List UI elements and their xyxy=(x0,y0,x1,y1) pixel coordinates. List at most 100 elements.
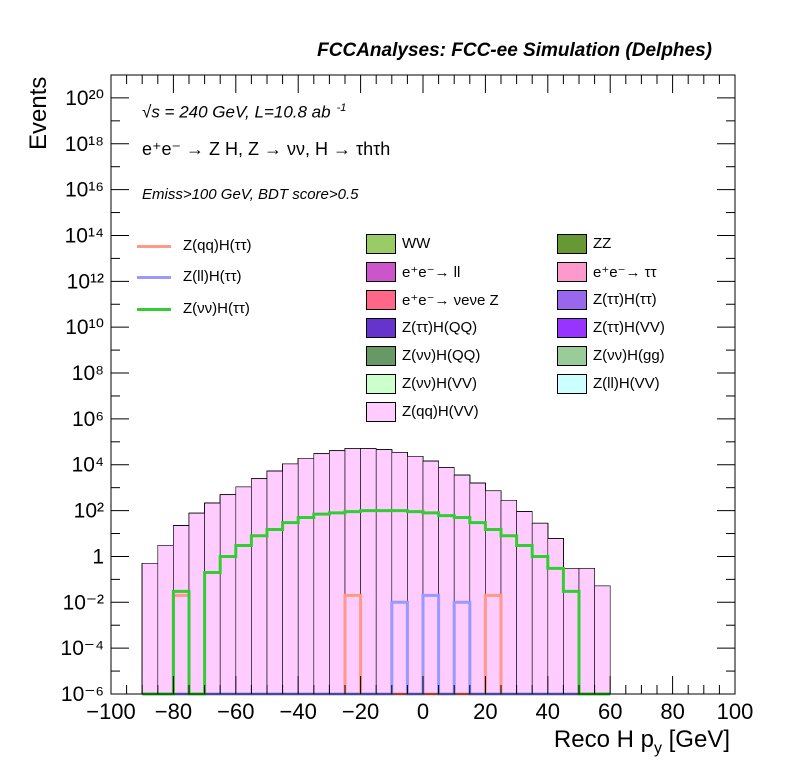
x-tick-label: −100 xyxy=(86,699,136,724)
legend-line-zll-htautau xyxy=(137,276,171,279)
histogram-bar xyxy=(313,453,330,695)
x-tick-label: −20 xyxy=(342,699,379,724)
y-tick-label: 10¹⁸ xyxy=(65,133,104,156)
energy-lumi-text: √s = 240 GeV, L=10.8 ab xyxy=(142,102,331,122)
legend-swatch-ww xyxy=(366,234,396,254)
histogram-bar xyxy=(204,502,221,695)
histogram-bar xyxy=(188,512,205,695)
y-tick-label: 10²⁰ xyxy=(65,87,104,110)
y-tick-label: 10⁶ xyxy=(72,408,104,431)
x-tick-label: 40 xyxy=(536,699,560,724)
y-axis-label: Events xyxy=(25,76,52,150)
legend-swatch-ztautau-hvv xyxy=(557,318,587,338)
y-tick-label: 10² xyxy=(74,500,104,523)
legend-label: Z(qq)H(VV) xyxy=(402,403,479,420)
histogram-bar xyxy=(438,467,455,695)
histogram-bar xyxy=(141,563,159,695)
histogram-bar xyxy=(578,568,595,695)
histogram-bar xyxy=(407,456,424,695)
legend-swatch-znunu-hqq xyxy=(366,346,396,366)
y-tick-label: 10⁻² xyxy=(63,591,104,614)
y-tick-label: 10⁻⁴ xyxy=(61,637,104,660)
x-tick-label: 0 xyxy=(417,699,429,724)
x-axis-label-unit: [GeV] xyxy=(668,726,730,753)
legend-label: Z(ττ)H(VV) xyxy=(593,319,665,336)
histogram-bar xyxy=(297,458,315,695)
histogram-bar xyxy=(375,449,393,695)
y-tick-label: 1 xyxy=(92,545,104,568)
signal-step-line xyxy=(142,509,611,696)
legend-swatch-ztautau-hqq xyxy=(366,318,396,338)
legend-swatch-ztautau-htautau xyxy=(557,290,587,310)
legend-label: Z(ll)H(VV) xyxy=(593,375,660,392)
legend-label: Z(νν)H(ττ) xyxy=(183,300,250,317)
legend-label: Z(νν)H(VV) xyxy=(402,375,477,392)
legend-swatch-ee-nunu-z xyxy=(366,290,396,310)
histogram-bar xyxy=(563,568,580,695)
axis-ticks xyxy=(110,74,736,695)
legend-label: e⁺e⁻→ ττ xyxy=(593,264,657,281)
histogram-bar xyxy=(344,448,361,695)
legend-label: WW xyxy=(402,235,431,252)
axis-tick-labels: −100 −80 −60 −40 −20 0 20 40 60 80 100 10⁻⁶ 10⁻⁴ 10⁻²… xyxy=(61,87,754,724)
legend-label: e⁺e⁻→ νeνe Z xyxy=(402,292,499,309)
histogram-bar xyxy=(516,511,533,695)
y-tick-label: 10¹⁶ xyxy=(65,179,104,202)
legend-label: e⁺e⁻→ ll xyxy=(402,264,461,281)
legend-line-zqq-htautau xyxy=(137,245,171,248)
histogram-bar xyxy=(251,478,268,695)
x-tick-label: 80 xyxy=(660,699,684,724)
y-tick-label: 10¹² xyxy=(67,270,104,293)
histogram-bar xyxy=(282,463,299,695)
x-axis-label-text: Reco H p xyxy=(553,726,654,753)
histogram-bar xyxy=(173,525,190,695)
legend-label: Z(ll)H(ττ) xyxy=(183,268,242,285)
legend-label: Z(qq)H(ττ) xyxy=(183,237,252,254)
x-tick-label: 100 xyxy=(717,699,754,724)
legend-label: Z(νν)H(gg) xyxy=(593,347,665,364)
histogram-bar xyxy=(235,486,252,695)
histogram-bar xyxy=(547,538,564,695)
x-axis-label: Reco H py [GeV] xyxy=(554,726,730,758)
legend-label: ZZ xyxy=(593,235,612,252)
legend-line-znunu-htautau xyxy=(137,308,171,311)
histogram-bar xyxy=(500,500,517,695)
histogram-bar xyxy=(485,490,502,695)
x-tick-label: 60 xyxy=(598,699,622,724)
histogram-bar xyxy=(157,545,174,695)
histogram-bar xyxy=(360,448,377,695)
legend-swatch-ee-ll xyxy=(366,262,396,282)
histogram-bar xyxy=(391,452,408,695)
histogram-bar xyxy=(531,522,549,695)
x-tick-label: −80 xyxy=(155,699,192,724)
selection-note: Emiss>100 GeV, BDT score>0.5 xyxy=(142,186,359,203)
y-tick-label: 10⁻⁶ xyxy=(61,683,104,706)
legend-swatch-zz xyxy=(557,234,587,254)
y-tick-label: 10⁸ xyxy=(72,362,104,385)
chart-header: FCCAnalyses: FCC-ee Simulation (Delphes) xyxy=(317,40,712,61)
legend-swatch-znunu-hgg xyxy=(557,346,587,366)
histogram-bar xyxy=(266,470,283,695)
process-note: e⁺e⁻ → Z H, Z → νν, H → τhτh xyxy=(142,139,391,159)
x-tick-label: 20 xyxy=(473,699,497,724)
energy-lumi-note: √s = 240 GeV, L=10.8 ab -1 xyxy=(142,102,346,123)
histogram-bar xyxy=(219,494,237,695)
histogram-bar xyxy=(453,474,471,695)
histogram-bar xyxy=(469,482,486,695)
legend-swatch-znunu-hvv xyxy=(366,374,396,394)
histogram-bar xyxy=(594,585,611,695)
y-tick-label: 10¹⁰ xyxy=(65,316,104,339)
x-tick-label: −60 xyxy=(217,699,254,724)
x-tick-label: −40 xyxy=(280,699,317,724)
legend-swatch-zqq-hvv xyxy=(366,402,396,422)
y-tick-label: 10⁴ xyxy=(72,454,104,477)
legend-swatch-ee-tautau xyxy=(557,262,587,282)
lumi-exponent: -1 xyxy=(336,102,347,114)
histogram-bar xyxy=(329,450,346,695)
legend-label: Z(ττ)H(ττ) xyxy=(593,291,657,308)
x-axis-label-sub: y xyxy=(653,739,662,757)
legend-label: Z(νν)H(QQ) xyxy=(402,347,481,364)
legend-label: Z(ττ)H(QQ) xyxy=(402,319,478,336)
y-tick-label: 10¹⁴ xyxy=(65,224,104,247)
